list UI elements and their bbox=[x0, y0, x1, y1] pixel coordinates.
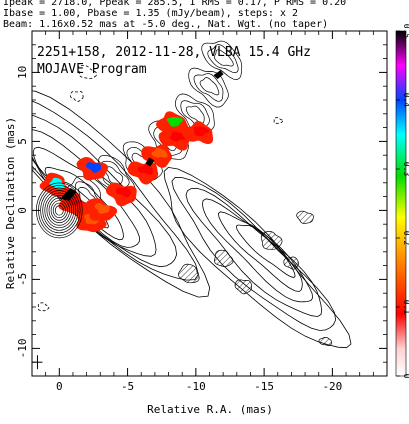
hatched-region bbox=[260, 230, 283, 250]
contour-level-16 bbox=[32, 146, 140, 248]
jet-knot-contour bbox=[207, 44, 239, 74]
polarization-hotspot bbox=[137, 164, 153, 175]
core-contour bbox=[54, 205, 64, 216]
y-axis-label: Relative Declination (mas) bbox=[4, 117, 17, 289]
x-tick-label: -10 bbox=[186, 380, 206, 393]
y-tick-label: 10 bbox=[16, 66, 29, 79]
x-axis-label: Relative R.A. (mas) bbox=[147, 403, 273, 416]
lower-contour-level bbox=[171, 177, 337, 331]
contour-level-1 bbox=[32, 90, 211, 298]
polarization-hotspot bbox=[86, 162, 102, 173]
negative-contour bbox=[37, 302, 50, 312]
colorbar-ticks: 0 0.1 0.2 0.3 0.4 0.5 bbox=[396, 24, 409, 379]
core-contour bbox=[40, 187, 79, 234]
core-contour bbox=[42, 190, 77, 231]
colorbar-tick-label: 0.1 bbox=[402, 300, 409, 315]
header-line-1: Ipeak = 2718.0, Ppeak = 285.5, I RMS = 0… bbox=[3, 0, 347, 8]
hatched-region bbox=[296, 210, 314, 224]
chart-title: 2251+158, 2012-11-28, VLBA 15.4 GHz bbox=[37, 45, 311, 60]
hatched-region bbox=[283, 256, 299, 270]
polarization-hotspot bbox=[94, 203, 110, 214]
jet-knot-contour bbox=[193, 73, 224, 102]
core-contour bbox=[48, 197, 70, 224]
jet-tip bbox=[213, 70, 224, 80]
core-contour bbox=[50, 200, 68, 221]
core-contour bbox=[44, 192, 75, 229]
lower-contour-level bbox=[235, 224, 296, 278]
negative-contour bbox=[69, 90, 84, 102]
contour-level-2 bbox=[32, 100, 199, 281]
hatched-region bbox=[178, 263, 200, 284]
stokes-i-contours-lower-panel bbox=[163, 166, 352, 349]
jet-knot-contour bbox=[201, 40, 243, 80]
jet-knot-contour bbox=[199, 77, 220, 96]
hatched-region bbox=[318, 336, 332, 346]
y-tick-label: 5 bbox=[16, 138, 29, 145]
colorbar-tick-label: 0.5 bbox=[402, 24, 409, 39]
hatched-region bbox=[214, 249, 234, 267]
header-line-2: Ibase = 1.00, Pbase = 1.35 (mJy/beam), s… bbox=[3, 8, 299, 19]
y-tick-label: -5 bbox=[16, 273, 29, 286]
jet-knot-contour bbox=[188, 67, 229, 108]
contour-level-8 bbox=[32, 129, 157, 257]
hatched-region bbox=[234, 279, 252, 295]
x-tick-label: -20 bbox=[322, 380, 342, 393]
jet-tip bbox=[145, 157, 155, 167]
x-tick-label: 0 bbox=[56, 380, 63, 393]
core-tip bbox=[60, 187, 77, 201]
polarization-hotspot bbox=[169, 131, 187, 142]
colorbar-tick-label: 0.4 bbox=[402, 93, 409, 108]
negative-contour bbox=[273, 117, 283, 124]
jet-knot-contour bbox=[214, 49, 234, 67]
axis-ticks: 0 -5 -10 -15 -20 -10 -5 0 5 10 bbox=[16, 30, 388, 393]
colorbar-tick-label: 0.2 bbox=[402, 231, 409, 246]
colorbar bbox=[395, 30, 407, 377]
x-tick-label: -5 bbox=[121, 380, 134, 393]
lower-contour-level bbox=[185, 187, 323, 317]
colorbar-tick-label: 0.3 bbox=[402, 162, 409, 177]
x-tick-label: -15 bbox=[254, 380, 274, 393]
core-contour bbox=[52, 202, 66, 219]
core-contour bbox=[46, 195, 73, 226]
polarization-hotspot bbox=[166, 117, 183, 127]
jet-knot-contour bbox=[185, 105, 205, 124]
lower-contour-level bbox=[163, 166, 352, 349]
colorbar-tick-label: 0 bbox=[402, 374, 409, 379]
y-tick-label: 0 bbox=[16, 207, 29, 214]
polarization-hotspot bbox=[151, 147, 168, 158]
header-line-3: Beam: 1.16x0.52 mas at -5.0 deg., Nat. W… bbox=[3, 19, 329, 30]
chart-subtitle: MOJAVE Program bbox=[37, 62, 147, 77]
negative-contour bbox=[77, 65, 98, 80]
y-tick-label: -10 bbox=[16, 338, 29, 358]
core-contours bbox=[32, 70, 224, 370]
polarization-hotspot bbox=[193, 126, 210, 137]
polarization-hotspot bbox=[116, 186, 132, 198]
